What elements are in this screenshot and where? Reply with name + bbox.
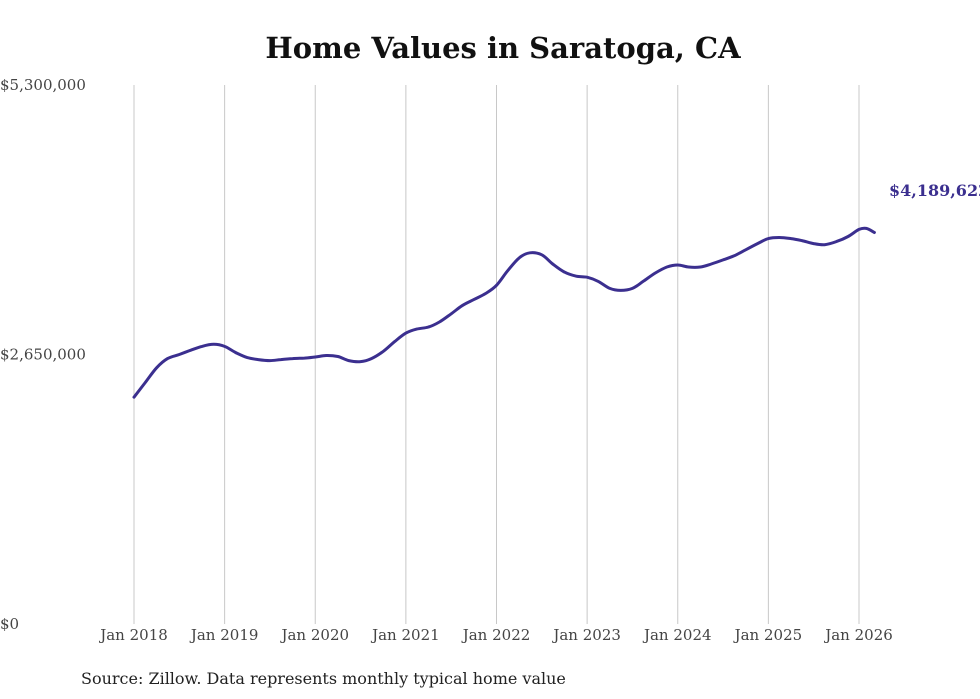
x-tick-label: Jan 2019: [189, 626, 259, 644]
series-layer: [132, 226, 876, 399]
series-line: [132, 226, 876, 399]
y-tick-label: $0: [0, 615, 19, 633]
x-tick-label: Jan 2021: [370, 626, 440, 644]
x-tick-label: Jan 2024: [642, 626, 712, 644]
source-note: Source: Zillow. Data represents monthly …: [81, 669, 566, 688]
x-axis-ticks: Jan 2018 Jan 2019 Jan 2020 Jan 2021 Jan 2022…: [98, 626, 893, 644]
chart-title: Home Values in Saratoga, CA: [265, 31, 741, 65]
grid-lines: [133, 85, 860, 624]
x-tick-label: Jan 2018: [98, 626, 168, 644]
x-tick-label: Jan 2020: [279, 626, 349, 644]
y-tick-label: $2,650,000: [0, 346, 86, 364]
y-tick-label: $5,300,000: [0, 76, 86, 94]
end-value-label: $4,189,622: [889, 181, 980, 200]
y-axis-ticks: $0 $2,650,000 $5,300,000: [0, 76, 86, 633]
x-tick-label: Jan 2022: [461, 626, 531, 644]
x-tick-label: Jan 2025: [733, 626, 803, 644]
x-tick-label: Jan 2026: [823, 626, 893, 644]
x-tick-label: Jan 2023: [551, 626, 621, 644]
